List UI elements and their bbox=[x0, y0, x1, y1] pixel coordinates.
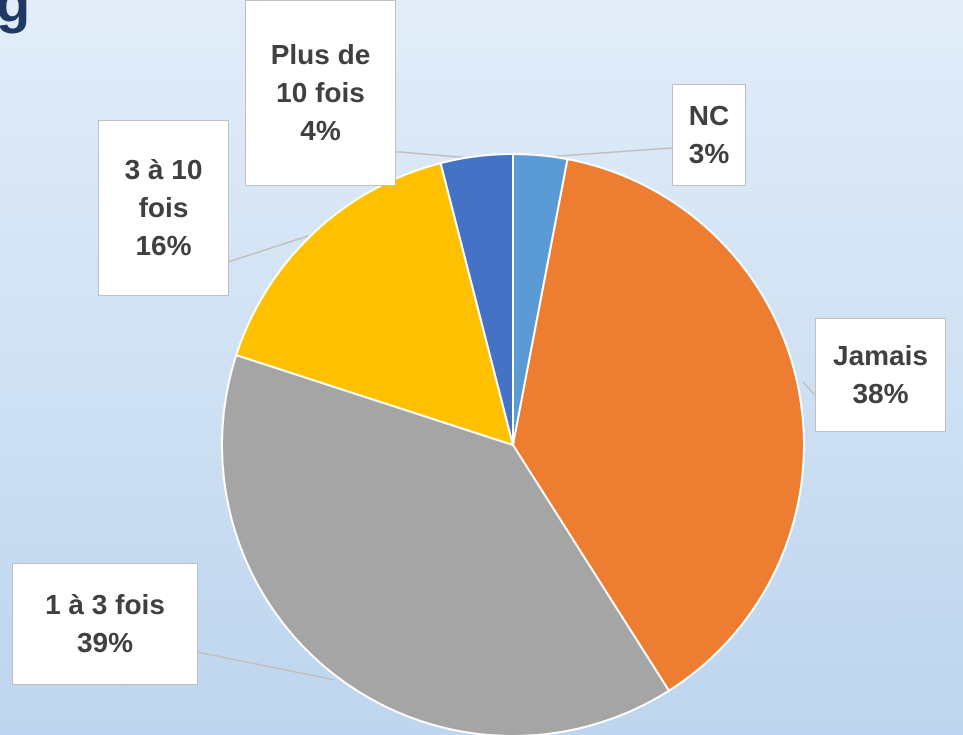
label-value: 39% bbox=[76, 627, 134, 658]
data-label: Jamais 38% bbox=[815, 318, 946, 432]
leader-line bbox=[395, 151, 471, 159]
leader-lines bbox=[196, 147, 816, 681]
pie-slice bbox=[234, 161, 515, 447]
label-value: 16% bbox=[135, 230, 192, 261]
label-category: 1 à 3 fois bbox=[45, 589, 165, 620]
data-label: NC 3% bbox=[672, 84, 746, 186]
data-label: 1 à 3 fois 39% bbox=[12, 563, 198, 685]
leader-line bbox=[196, 651, 336, 681]
data-label: 3 à 10 fois 16% bbox=[98, 120, 229, 296]
leader-line bbox=[802, 381, 816, 396]
data-label: Plus de 10 fois 4% bbox=[245, 0, 396, 186]
label-category: Jamais bbox=[833, 340, 928, 371]
label-category: Plus de 10 fois bbox=[270, 39, 371, 108]
leader-line bbox=[544, 147, 673, 158]
chart-title: g bbox=[0, 0, 31, 34]
label-category: NC bbox=[688, 100, 730, 131]
pie-slice bbox=[221, 353, 671, 735]
label-category: 3 à 10 fois bbox=[124, 154, 203, 223]
pie-slice bbox=[439, 152, 514, 446]
label-value: 38% bbox=[852, 378, 909, 409]
label-value: 3% bbox=[688, 138, 730, 169]
leader-line bbox=[227, 235, 309, 263]
label-value: 4% bbox=[300, 115, 341, 146]
